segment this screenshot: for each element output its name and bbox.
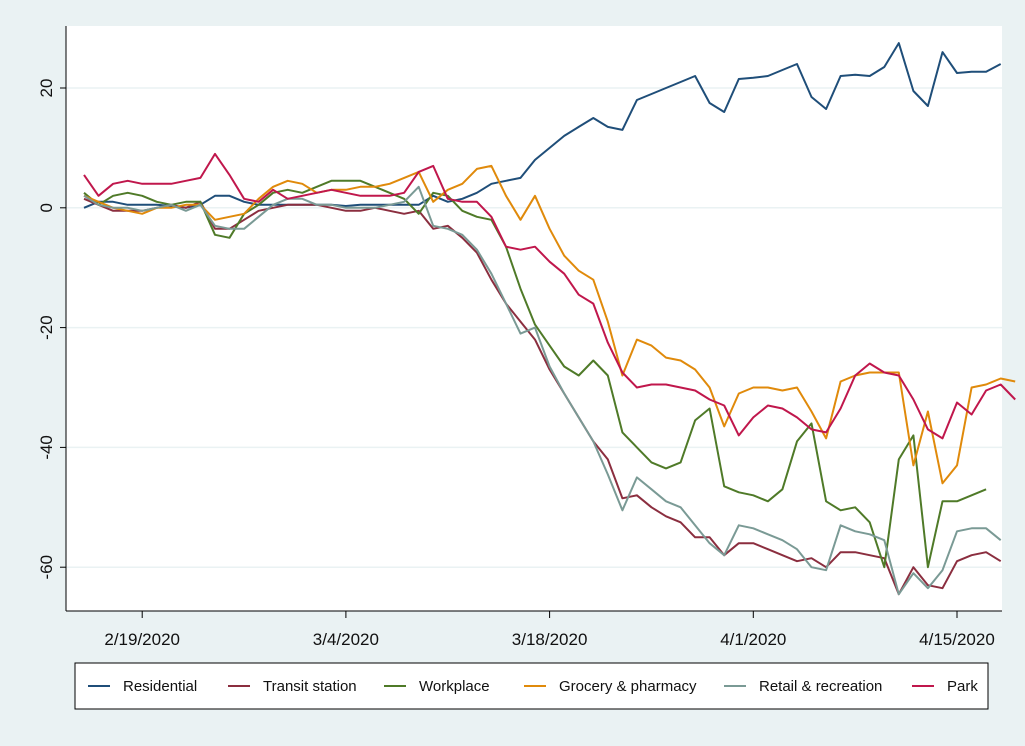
y-tick-label: 20	[37, 79, 56, 98]
y-tick-label: -20	[37, 315, 56, 340]
y-tick-label: -60	[37, 555, 56, 580]
series-line-grocery-pharmacy	[83, 164, 1016, 485]
series-lines	[83, 42, 1016, 596]
series-line-retail-recreation	[83, 185, 1002, 596]
y-tick-label: -40	[37, 435, 56, 460]
series-line-residential	[83, 42, 1002, 209]
legend-label: Transit station	[263, 678, 357, 695]
series-line-park	[83, 152, 1016, 440]
x-tick-label: 4/1/2020	[720, 630, 786, 649]
legend: Residential Transit station Workplace Groce…	[74, 662, 989, 710]
y-tick-label: 0	[37, 203, 56, 212]
legend-label: Park	[947, 678, 978, 695]
x-tick-label: 3/18/2020	[512, 630, 588, 649]
legend-label: Grocery & pharmacy	[559, 678, 697, 695]
legend-label: Retail & recreation	[759, 678, 882, 695]
x-tick-label: 3/4/2020	[313, 630, 379, 649]
x-tick-label: 2/19/2020	[104, 630, 180, 649]
legend-label: Residential	[123, 678, 197, 695]
plot-area	[66, 26, 1002, 611]
axes: 20 0 -20 -40 -60 2/19/2020 3/4/2020 3/18/2020 4/…	[37, 26, 1002, 649]
legend-label: Workplace	[419, 678, 490, 695]
x-tick-label: 4/15/2020	[919, 630, 995, 649]
